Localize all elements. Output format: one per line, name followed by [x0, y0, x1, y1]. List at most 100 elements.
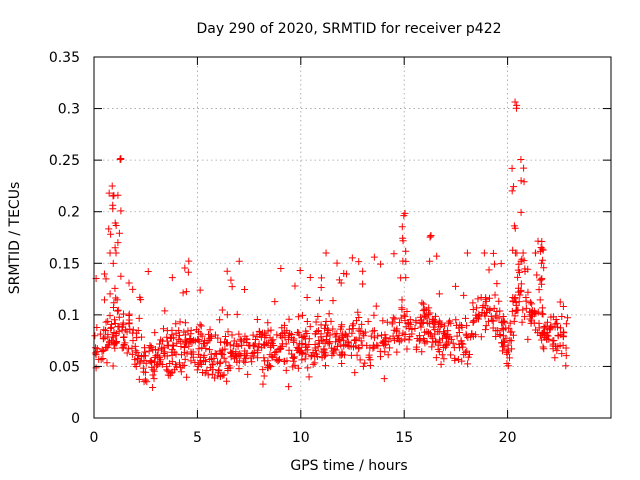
data-point-plus — [110, 299, 118, 307]
data-point-plus — [556, 298, 564, 306]
data-point-plus — [102, 344, 110, 352]
data-point-plus — [324, 339, 332, 347]
data-point-plus — [329, 297, 337, 305]
data-point-plus — [139, 364, 147, 372]
data-point-plus — [288, 330, 296, 338]
data-point-plus — [538, 310, 546, 318]
data-point-plus — [185, 257, 193, 265]
data-point-plus — [163, 342, 171, 350]
y-tick-label: 0.15 — [49, 256, 80, 272]
data-point-plus — [416, 319, 424, 327]
data-point-plus — [317, 321, 325, 329]
data-point-plus — [517, 208, 525, 216]
data-point-plus — [147, 357, 155, 365]
data-point-plus — [496, 307, 504, 315]
data-point-plus — [461, 314, 469, 322]
data-point-plus — [315, 296, 323, 304]
data-point-plus — [223, 311, 231, 319]
data-point-plus — [295, 331, 303, 339]
data-point-plus — [553, 347, 561, 355]
data-point-plus — [223, 267, 231, 275]
data-point-plus — [301, 335, 309, 343]
data-point-plus — [426, 309, 434, 317]
data-point-plus — [514, 273, 522, 281]
data-point-plus — [537, 259, 545, 267]
data-point-plus — [393, 348, 401, 356]
data-point-plus — [274, 346, 282, 354]
data-point-plus — [220, 371, 228, 379]
data-point-plus — [391, 315, 399, 323]
data-point-plus — [344, 342, 352, 350]
data-point-plus — [208, 361, 216, 369]
data-point-plus — [119, 334, 127, 342]
data-point-plus — [119, 310, 127, 318]
data-point-plus — [479, 304, 487, 312]
data-point-plus — [113, 296, 121, 304]
data-point-plus — [444, 327, 452, 335]
data-point-plus — [102, 275, 110, 283]
data-point-plus — [510, 183, 518, 191]
data-point-plus — [508, 187, 516, 195]
x-tick-label: 0 — [90, 430, 99, 446]
data-point-plus — [508, 328, 516, 336]
data-point-plus — [243, 338, 251, 346]
data-point-plus — [219, 371, 227, 379]
data-point-plus — [228, 331, 236, 339]
data-point-plus — [416, 336, 424, 344]
data-point-plus — [214, 367, 222, 375]
data-point-plus — [398, 305, 406, 313]
data-point-plus — [426, 233, 434, 241]
data-point-plus — [440, 355, 448, 363]
data-point-plus — [120, 333, 128, 341]
data-point-plus — [399, 234, 407, 242]
data-point-plus — [128, 344, 136, 352]
data-point-plus — [372, 302, 380, 310]
data-point-plus — [496, 331, 504, 339]
data-point-plus — [389, 314, 397, 322]
data-point-plus — [527, 308, 535, 316]
data-point-plus — [249, 331, 257, 339]
data-point-plus — [397, 336, 405, 344]
data-point-plus — [345, 325, 353, 333]
data-point-plus — [235, 330, 243, 338]
data-point-plus — [269, 336, 277, 344]
data-point-plus — [135, 375, 143, 383]
data-point-plus — [248, 358, 256, 366]
data-point-plus — [540, 264, 548, 272]
data-point-plus — [528, 300, 536, 308]
data-point-plus — [381, 331, 389, 339]
data-point-plus — [498, 325, 506, 333]
data-point-plus — [538, 280, 546, 288]
data-point-plus — [487, 312, 495, 320]
data-point-plus — [196, 286, 204, 294]
data-point-plus — [206, 355, 214, 363]
data-point-plus — [370, 327, 378, 335]
data-point-plus — [370, 253, 378, 261]
data-point-plus — [435, 348, 443, 356]
data-point-plus — [562, 320, 570, 328]
data-point-plus — [506, 319, 514, 327]
data-point-plus — [511, 312, 519, 320]
data-point-plus — [172, 320, 180, 328]
data-point-plus — [365, 353, 373, 361]
data-point-plus — [195, 345, 203, 353]
data-point-plus — [402, 247, 410, 255]
data-point-plus — [498, 347, 506, 355]
data-point-plus — [469, 299, 477, 307]
data-point-plus — [405, 336, 413, 344]
data-point-plus — [145, 347, 153, 355]
data-point-plus — [549, 345, 557, 353]
y-axis-label: SRMTID / TECUs — [7, 182, 23, 295]
data-point-plus — [241, 332, 249, 340]
data-point-plus — [504, 362, 512, 370]
data-point-plus — [291, 282, 299, 290]
data-point-plus — [374, 332, 382, 340]
data-point-plus — [546, 324, 554, 332]
data-point-plus — [293, 346, 301, 354]
data-point-plus — [111, 244, 119, 252]
data-point-plus — [112, 339, 120, 347]
data-point-plus — [435, 328, 443, 336]
data-point-plus — [500, 318, 508, 326]
data-point-plus — [136, 358, 144, 366]
data-point-plus — [412, 317, 420, 325]
